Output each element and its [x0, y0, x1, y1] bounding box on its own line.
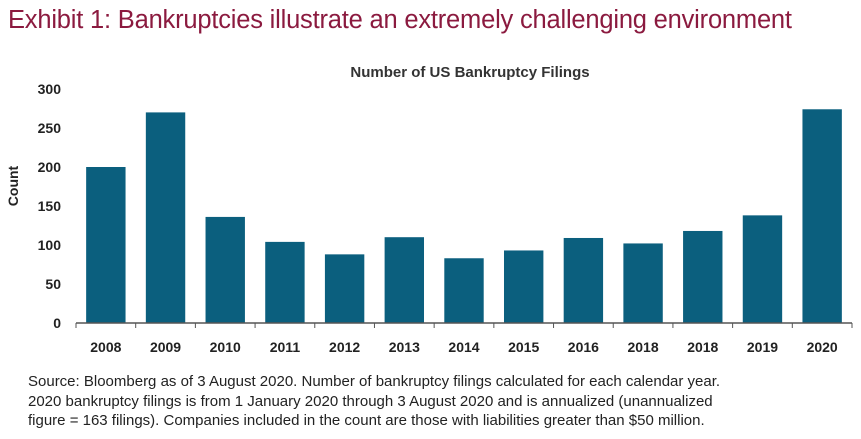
source-note: Source: Bloomberg as of 3 August 2020. N…: [28, 372, 858, 431]
x-tick-label: 2015: [508, 339, 539, 355]
y-tick-label: 150: [38, 198, 62, 214]
source-line-2: 2020 bankruptcy filings is from 1 Januar…: [28, 392, 713, 410]
x-tick-label: 2013: [389, 339, 420, 355]
y-tick-label: 300: [38, 81, 62, 97]
x-tick-label: 2019: [747, 339, 778, 355]
source-line-1: Source: Bloomberg as of 3 August 2020. N…: [28, 373, 721, 390]
x-tick-label: 2020: [807, 339, 838, 355]
y-tick-label: 200: [38, 159, 62, 175]
bar-2015: [503, 250, 544, 323]
x-tick-label: 2011: [270, 339, 301, 355]
y-tick-label: 100: [38, 237, 62, 253]
bar-2018: [683, 230, 723, 323]
x-tick-label: 2018: [687, 339, 718, 355]
bar-chart: Number of US Bankruptcy Filings Count 0 5…: [5, 64, 853, 355]
y-tick-label: 0: [53, 315, 61, 331]
y-tick-label: 250: [38, 120, 62, 136]
y-tick-label: 50: [45, 276, 61, 292]
y-axis: 0 50 100 150 200 250 300: [38, 81, 62, 331]
y-axis-label: Count: [5, 165, 21, 206]
bar-2012: [324, 254, 365, 323]
x-tick-label: 2009: [150, 339, 181, 355]
bar-2019: [742, 215, 783, 323]
x-axis: 2008 2009 2010 2011 2012 2013 2014 2015 2016 2018…: [75, 323, 853, 355]
bar-2018: [623, 243, 663, 323]
x-tick-label: 2014: [448, 339, 479, 355]
exhibit-title: Exhibit 1: Bankruptcies illustrate an ex…: [8, 6, 792, 34]
x-tick-label: 2008: [90, 339, 121, 355]
bar-2016: [563, 237, 604, 323]
bar-2014: [444, 258, 484, 323]
source-line-3: figure = 163 filings). Companies include…: [28, 412, 705, 429]
chart-title: Number of US Bankruptcy Filings: [350, 64, 589, 81]
bar-2010: [205, 216, 245, 323]
bars: [86, 109, 842, 324]
x-tick-label: 2010: [210, 339, 241, 355]
x-tick-label: 2018: [627, 339, 658, 355]
x-tick-label: 2016: [568, 339, 599, 355]
bar-2020: [802, 109, 842, 323]
bar-2013: [384, 237, 425, 323]
bar-2011: [265, 241, 305, 323]
bar-2008: [86, 167, 126, 323]
x-tick-label: 2012: [329, 339, 360, 355]
bar-2009: [145, 112, 186, 324]
